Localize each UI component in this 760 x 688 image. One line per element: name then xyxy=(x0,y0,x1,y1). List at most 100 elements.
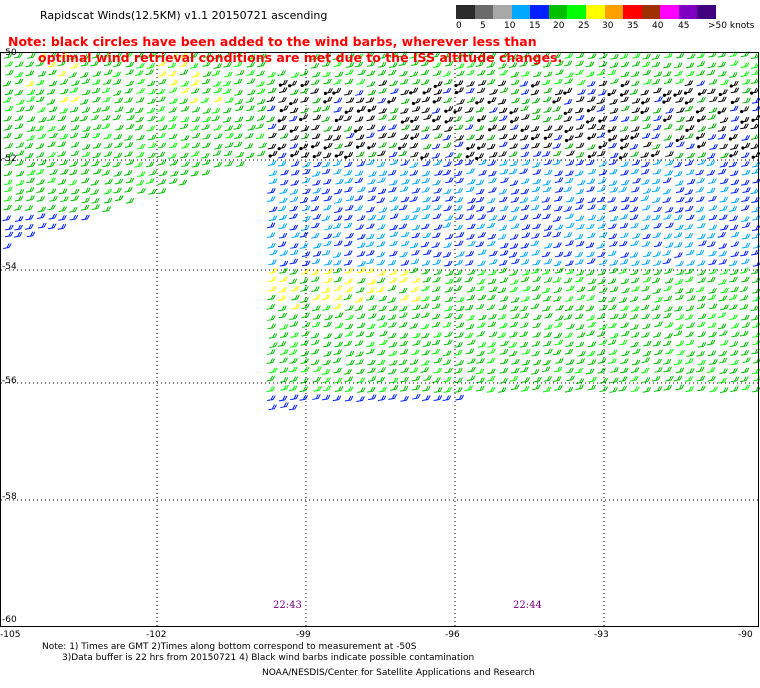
wind-barb xyxy=(477,294,487,301)
wind-barb xyxy=(313,106,322,113)
wind-barb xyxy=(291,303,300,310)
contamination-dot xyxy=(641,101,645,105)
wind-barb xyxy=(366,295,375,301)
wind-barb xyxy=(257,53,267,60)
wind-barb xyxy=(409,242,419,249)
contamination-dot xyxy=(684,101,689,105)
wind-barb xyxy=(630,367,640,374)
wind-barb xyxy=(81,107,91,113)
wind-barb xyxy=(377,367,386,373)
wind-barb xyxy=(355,134,365,141)
contamination-dot xyxy=(662,93,667,97)
wind-barb xyxy=(476,350,485,357)
wind-barb xyxy=(686,178,696,185)
wind-barb xyxy=(302,322,311,328)
wind-barb xyxy=(544,324,553,330)
wind-barb xyxy=(181,135,190,141)
wind-barb xyxy=(620,161,629,168)
wind-barb xyxy=(333,168,342,175)
wind-barb xyxy=(719,196,729,203)
wind-barb xyxy=(421,96,431,103)
wind-barb xyxy=(575,107,584,114)
wind-barb xyxy=(609,215,619,222)
wind-barb xyxy=(35,152,45,158)
wind-barb xyxy=(433,367,443,374)
wind-barb xyxy=(366,287,375,294)
wind-barb xyxy=(411,349,420,356)
wind-barb xyxy=(376,251,386,258)
wind-barb xyxy=(521,377,530,383)
wind-barb xyxy=(499,69,508,76)
wind-barb xyxy=(289,314,298,321)
wind-barb xyxy=(277,341,287,347)
wind-barb xyxy=(576,358,586,364)
wind-barb xyxy=(114,142,123,148)
wind-barb xyxy=(378,80,388,87)
wind-barb xyxy=(575,204,584,211)
wind-barb xyxy=(158,159,167,166)
wind-barb xyxy=(278,287,287,293)
contamination-dot xyxy=(608,138,612,142)
contamination-dot xyxy=(587,154,591,159)
wind-barb xyxy=(464,124,474,131)
wind-barb xyxy=(421,260,431,266)
wind-barb xyxy=(497,80,507,87)
wind-barb xyxy=(70,150,80,157)
wind-barb xyxy=(246,70,255,76)
wind-barb xyxy=(354,340,364,346)
wind-barb xyxy=(398,150,408,157)
wind-barb xyxy=(465,116,475,122)
wind-barb xyxy=(687,53,696,60)
wind-barb xyxy=(420,241,430,248)
wind-barb xyxy=(401,179,410,185)
wind-barb xyxy=(223,107,232,114)
wind-barb xyxy=(46,99,56,105)
wind-barb xyxy=(621,350,630,357)
wind-barb xyxy=(708,79,718,85)
wind-barb xyxy=(431,152,441,159)
wind-barb xyxy=(631,126,640,132)
wind-barb xyxy=(357,242,366,249)
wind-barb xyxy=(269,249,278,256)
wind-barb xyxy=(478,314,487,321)
wind-barb xyxy=(620,322,629,329)
wind-barb xyxy=(268,367,278,374)
wind-barb xyxy=(456,70,465,77)
wind-barb xyxy=(750,63,760,69)
wind-barb xyxy=(93,124,102,130)
wind-barb xyxy=(213,143,223,150)
wind-barb xyxy=(189,97,199,104)
wind-barb xyxy=(675,78,685,85)
wind-barb xyxy=(641,179,650,185)
wind-barb xyxy=(510,88,520,95)
wind-barb xyxy=(80,99,89,105)
wind-barb xyxy=(376,286,386,293)
wind-barb xyxy=(620,278,630,285)
wind-barb xyxy=(158,71,167,77)
wind-barb xyxy=(519,251,529,258)
wind-barb xyxy=(730,251,740,258)
wind-barb xyxy=(400,134,409,140)
wind-barb xyxy=(300,96,309,103)
wind-barb xyxy=(620,358,629,365)
wind-barb xyxy=(258,142,267,149)
contamination-dot xyxy=(607,129,611,133)
wind-barb xyxy=(4,89,14,96)
wind-barb xyxy=(312,114,322,121)
lon-label-105: -105 xyxy=(0,630,21,640)
wind-barb xyxy=(554,205,563,212)
wind-barb xyxy=(125,198,135,204)
wind-barb xyxy=(542,180,551,186)
wind-barb xyxy=(499,277,509,284)
wind-barb xyxy=(366,159,375,166)
wind-barb xyxy=(499,348,509,355)
wind-barb xyxy=(356,251,366,257)
wind-barb xyxy=(741,135,751,141)
wind-barb xyxy=(730,359,739,366)
wind-barb xyxy=(137,171,146,177)
wind-barb xyxy=(706,170,716,176)
wind-barb xyxy=(685,331,694,338)
wind-barb xyxy=(640,152,650,158)
wind-barb xyxy=(346,359,355,366)
wind-barb xyxy=(399,251,408,258)
